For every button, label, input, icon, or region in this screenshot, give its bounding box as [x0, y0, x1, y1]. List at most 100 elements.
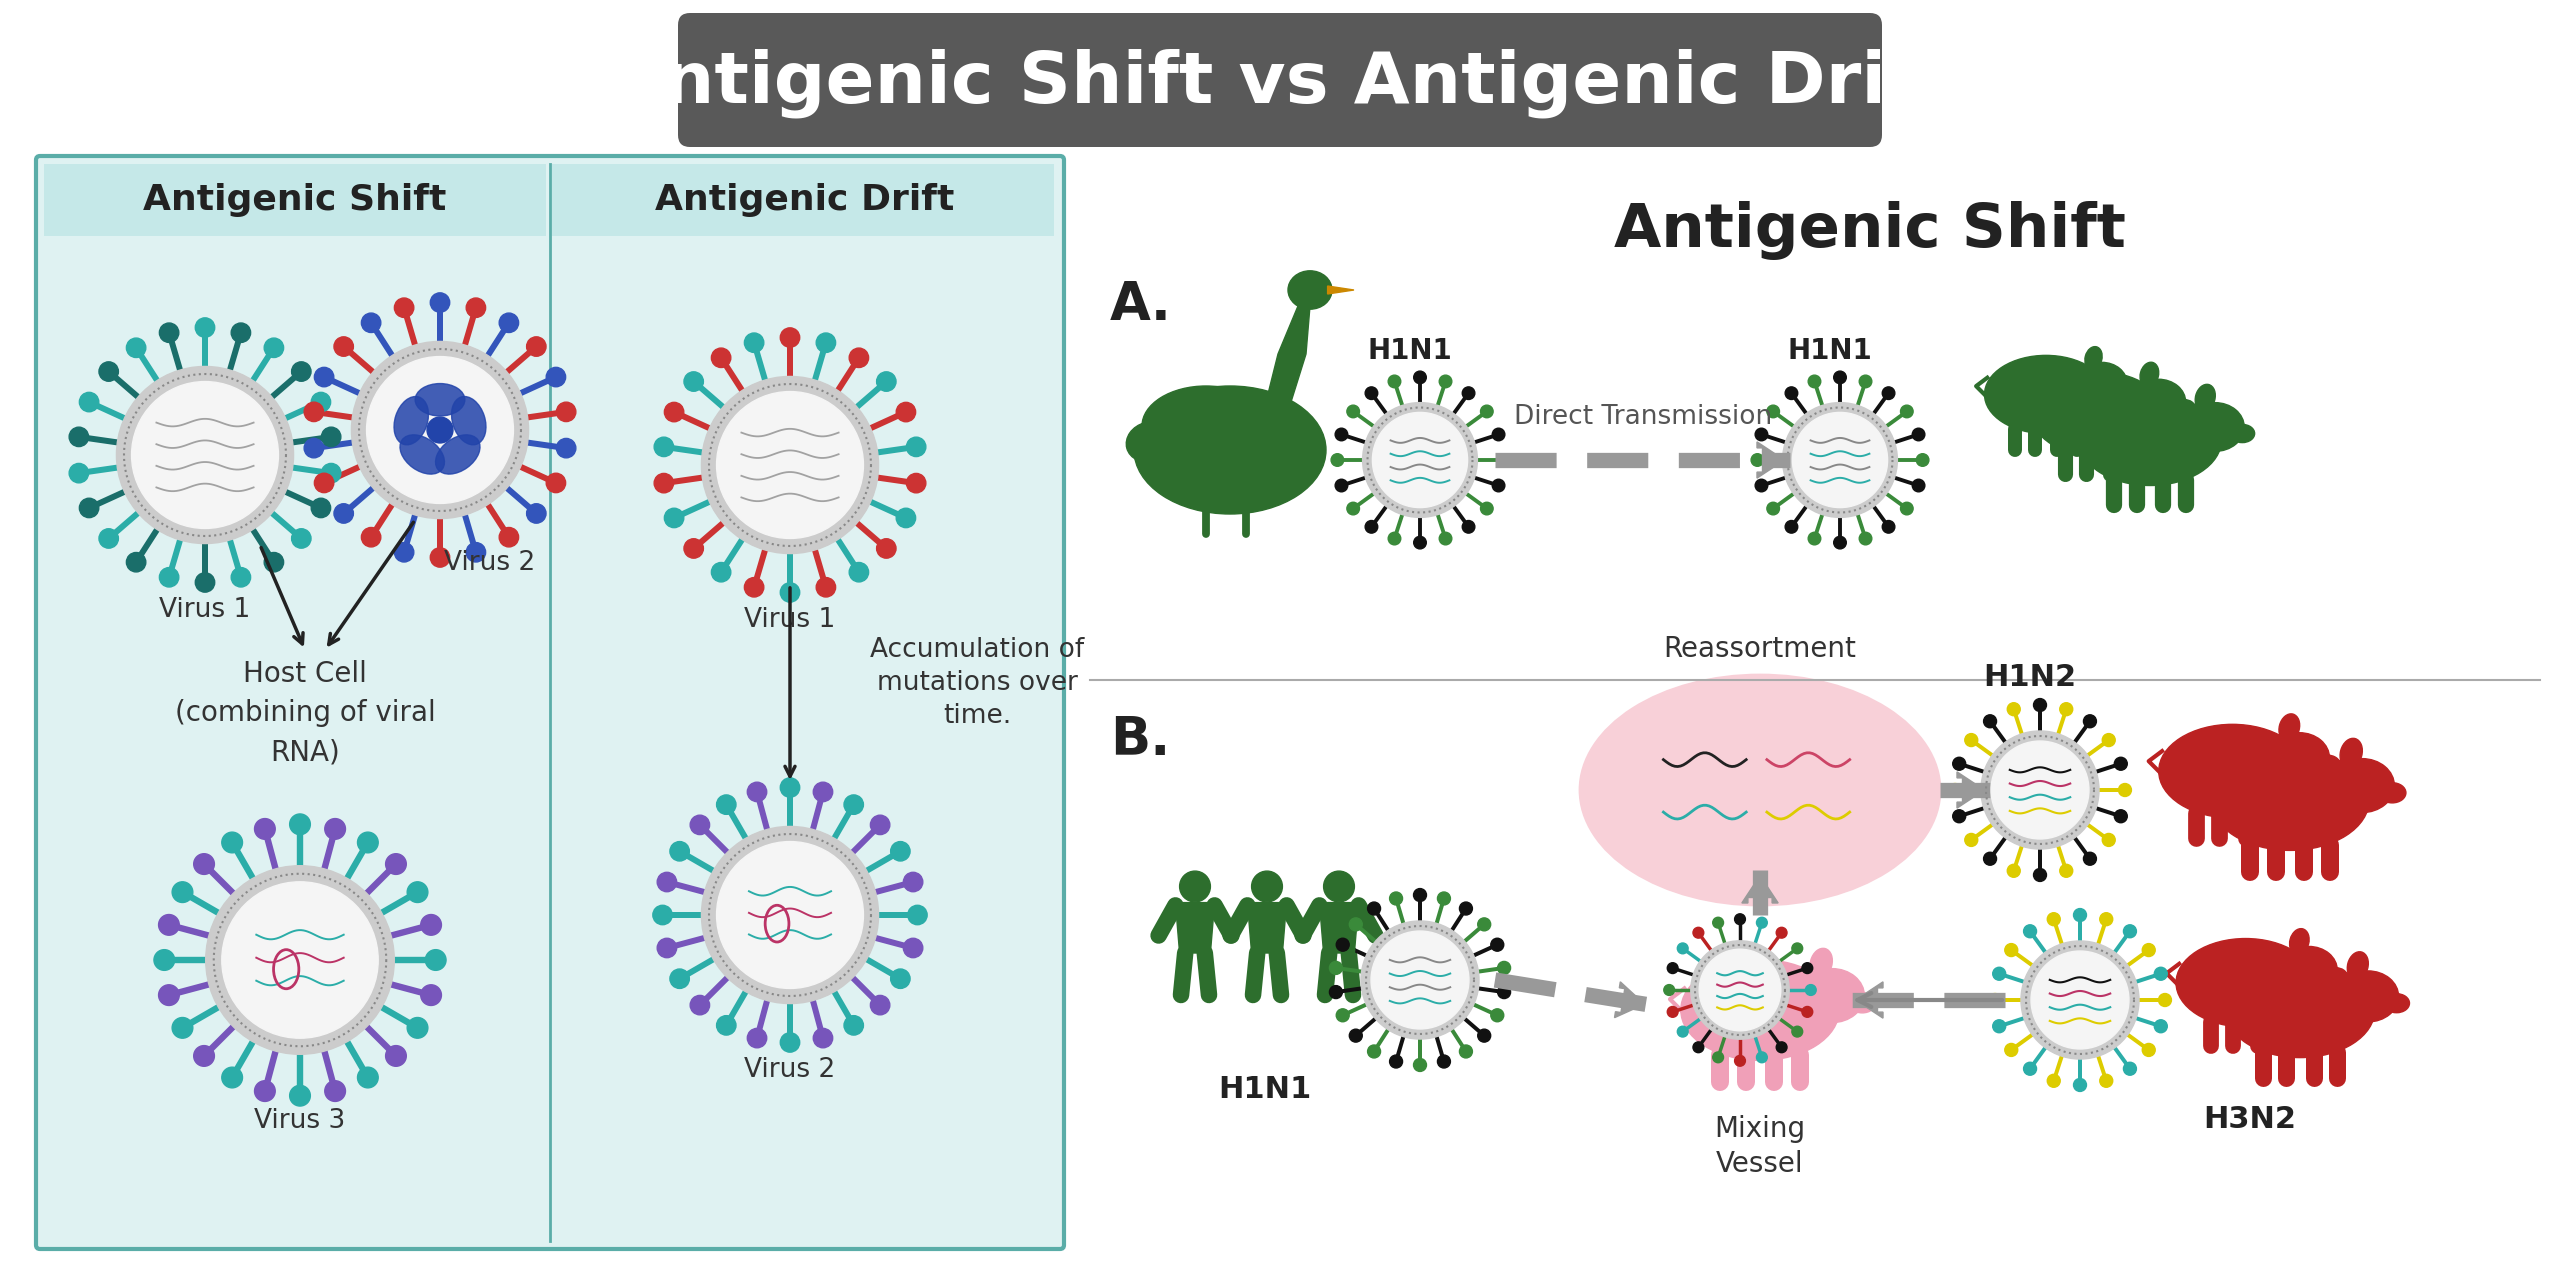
Circle shape — [666, 402, 684, 422]
Circle shape — [2084, 714, 2097, 728]
Circle shape — [896, 508, 916, 527]
Circle shape — [2030, 951, 2130, 1050]
Circle shape — [1777, 1042, 1787, 1052]
Circle shape — [1347, 406, 1359, 417]
Ellipse shape — [2176, 938, 2314, 1027]
Circle shape — [691, 996, 709, 1015]
Text: H1N2: H1N2 — [1984, 663, 2076, 692]
Circle shape — [1462, 387, 1475, 399]
Ellipse shape — [1142, 387, 1270, 466]
Ellipse shape — [399, 435, 445, 474]
Circle shape — [748, 782, 768, 801]
Circle shape — [909, 905, 927, 924]
Circle shape — [2115, 758, 2127, 771]
Ellipse shape — [2314, 755, 2340, 774]
Circle shape — [717, 795, 737, 814]
Text: H3N2: H3N2 — [2204, 1105, 2296, 1134]
Circle shape — [69, 428, 90, 447]
Circle shape — [1912, 429, 1925, 440]
Circle shape — [361, 314, 381, 333]
Circle shape — [671, 841, 689, 861]
Circle shape — [712, 562, 730, 582]
Ellipse shape — [1126, 421, 1172, 462]
Ellipse shape — [1810, 948, 1833, 978]
Circle shape — [230, 323, 251, 343]
Circle shape — [1336, 429, 1347, 440]
Ellipse shape — [1800, 969, 1864, 1023]
Circle shape — [358, 1068, 379, 1088]
Ellipse shape — [1134, 387, 1326, 515]
Circle shape — [1490, 938, 1503, 951]
Circle shape — [425, 950, 445, 970]
Circle shape — [1992, 968, 2004, 980]
Circle shape — [2099, 1074, 2112, 1087]
Circle shape — [1490, 1009, 1503, 1021]
Ellipse shape — [2079, 394, 2222, 485]
Circle shape — [1492, 429, 1505, 440]
Circle shape — [407, 882, 428, 902]
Circle shape — [1495, 453, 1508, 466]
Circle shape — [172, 1018, 192, 1038]
Circle shape — [2033, 699, 2045, 712]
Circle shape — [387, 854, 407, 874]
Circle shape — [1784, 387, 1797, 399]
Circle shape — [1498, 961, 1510, 974]
Circle shape — [904, 872, 922, 892]
Circle shape — [292, 362, 310, 381]
Circle shape — [159, 914, 179, 936]
Circle shape — [1367, 902, 1380, 915]
Circle shape — [781, 778, 799, 797]
Circle shape — [1859, 532, 1871, 545]
Circle shape — [79, 393, 100, 412]
Circle shape — [223, 882, 379, 1038]
Text: Antigenic Drift: Antigenic Drift — [655, 183, 955, 218]
Circle shape — [366, 357, 515, 503]
Circle shape — [1364, 387, 1377, 399]
Circle shape — [1329, 986, 1341, 998]
Circle shape — [115, 366, 294, 544]
Circle shape — [2084, 852, 2097, 865]
Circle shape — [1989, 993, 2002, 1006]
Circle shape — [195, 572, 215, 593]
Text: H1N1: H1N1 — [1219, 1075, 1311, 1103]
Circle shape — [1349, 918, 1362, 931]
Circle shape — [684, 539, 704, 558]
Circle shape — [499, 527, 520, 547]
Circle shape — [195, 317, 215, 337]
Circle shape — [292, 529, 310, 548]
Circle shape — [1807, 375, 1820, 388]
Circle shape — [1480, 406, 1492, 417]
Circle shape — [387, 1046, 407, 1066]
Circle shape — [1802, 1006, 1812, 1018]
Circle shape — [850, 348, 868, 367]
Circle shape — [2007, 864, 2020, 877]
Circle shape — [430, 548, 451, 567]
Ellipse shape — [2278, 714, 2299, 741]
Polygon shape — [1175, 902, 1213, 954]
Circle shape — [125, 338, 146, 357]
Circle shape — [315, 474, 333, 493]
Circle shape — [1413, 888, 1426, 901]
Circle shape — [2102, 833, 2115, 846]
Circle shape — [817, 333, 835, 352]
Circle shape — [1362, 922, 1480, 1039]
Circle shape — [2099, 913, 2112, 925]
Circle shape — [2004, 943, 2017, 956]
Circle shape — [351, 342, 527, 518]
Circle shape — [1953, 758, 1966, 771]
Circle shape — [1751, 453, 1764, 466]
Circle shape — [289, 814, 310, 835]
Circle shape — [814, 782, 832, 801]
Circle shape — [1792, 412, 1887, 508]
Ellipse shape — [2132, 379, 2186, 425]
Circle shape — [125, 553, 146, 572]
Text: Mixing
Vessel: Mixing Vessel — [1715, 1115, 1805, 1178]
Ellipse shape — [2084, 347, 2102, 370]
Circle shape — [717, 392, 863, 539]
Circle shape — [2048, 913, 2061, 925]
Circle shape — [712, 348, 730, 367]
FancyArrow shape — [1956, 772, 1984, 808]
Circle shape — [499, 314, 520, 333]
Ellipse shape — [2340, 739, 2363, 768]
Text: Antigenic Shift: Antigenic Shift — [1613, 201, 2125, 260]
